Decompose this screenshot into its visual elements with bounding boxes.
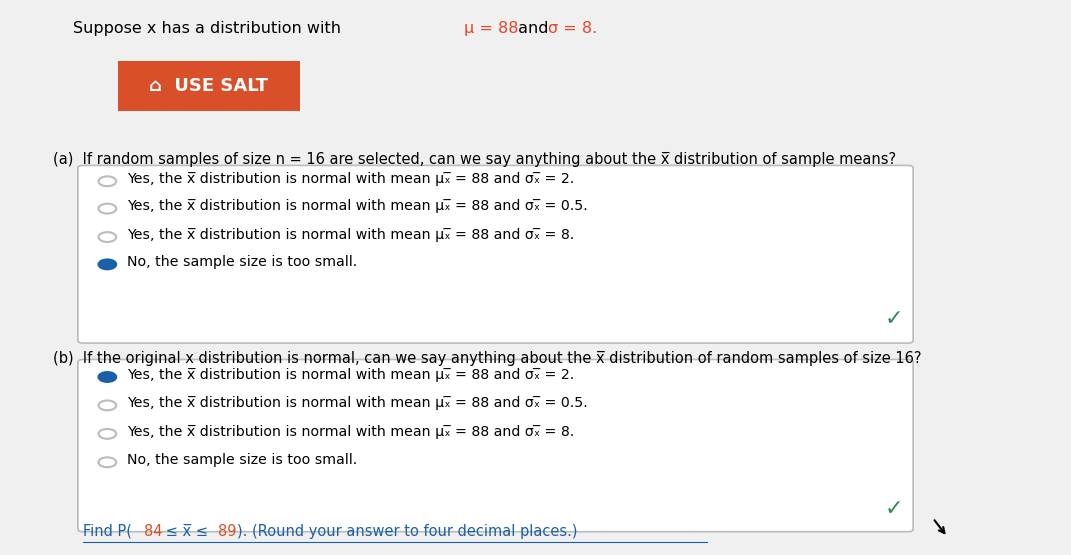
Circle shape — [99, 372, 116, 382]
Circle shape — [99, 176, 116, 186]
Circle shape — [99, 401, 116, 410]
Text: (b)  If the original x distribution is normal, can we say anything about the x̅ : (b) If the original x distribution is no… — [54, 351, 922, 366]
Text: No, the sample size is too small.: No, the sample size is too small. — [127, 255, 358, 269]
Circle shape — [99, 429, 116, 439]
Circle shape — [99, 232, 116, 242]
Circle shape — [99, 259, 116, 269]
Text: No, the sample size is too small.: No, the sample size is too small. — [127, 453, 358, 467]
Text: μ = 88: μ = 88 — [464, 21, 518, 36]
Circle shape — [99, 204, 116, 214]
Circle shape — [99, 457, 116, 467]
Text: ≤ x̅ ≤: ≤ x̅ ≤ — [162, 524, 213, 539]
Text: Yes, the x̅ distribution is normal with mean μₓ̅ = 88 and σₓ̅ = 8.: Yes, the x̅ distribution is normal with … — [127, 425, 574, 438]
Text: 89: 89 — [218, 524, 237, 539]
Text: 84: 84 — [144, 524, 162, 539]
Text: ). (Round your answer to four decimal places.): ). (Round your answer to four decimal pl… — [237, 524, 577, 539]
Text: Yes, the x̅ distribution is normal with mean μₓ̅ = 88 and σₓ̅ = 0.5.: Yes, the x̅ distribution is normal with … — [127, 199, 588, 214]
Text: ⌂  USE SALT: ⌂ USE SALT — [149, 77, 269, 95]
Text: (a)  If random samples of size n = 16 are selected, can we say anything about th: (a) If random samples of size n = 16 are… — [54, 152, 896, 167]
Text: Yes, the x̅ distribution is normal with mean μₓ̅ = 88 and σₓ̅ = 2.: Yes, the x̅ distribution is normal with … — [127, 172, 574, 186]
Text: Yes, the x̅ distribution is normal with mean μₓ̅ = 88 and σₓ̅ = 0.5.: Yes, the x̅ distribution is normal with … — [127, 396, 588, 410]
FancyBboxPatch shape — [78, 360, 914, 532]
Text: ✓: ✓ — [885, 310, 903, 330]
FancyBboxPatch shape — [78, 165, 914, 343]
Text: σ = 8.: σ = 8. — [547, 21, 597, 36]
Text: ✓: ✓ — [885, 499, 903, 519]
Text: and: and — [513, 21, 554, 36]
FancyBboxPatch shape — [103, 57, 315, 115]
Text: Yes, the x̅ distribution is normal with mean μₓ̅ = 88 and σₓ̅ = 2.: Yes, the x̅ distribution is normal with … — [127, 368, 574, 382]
Text: Yes, the x̅ distribution is normal with mean μₓ̅ = 88 and σₓ̅ = 8.: Yes, the x̅ distribution is normal with … — [127, 228, 574, 242]
Text: Find P(: Find P( — [82, 524, 132, 539]
Text: Suppose x has a distribution with: Suppose x has a distribution with — [73, 21, 346, 36]
